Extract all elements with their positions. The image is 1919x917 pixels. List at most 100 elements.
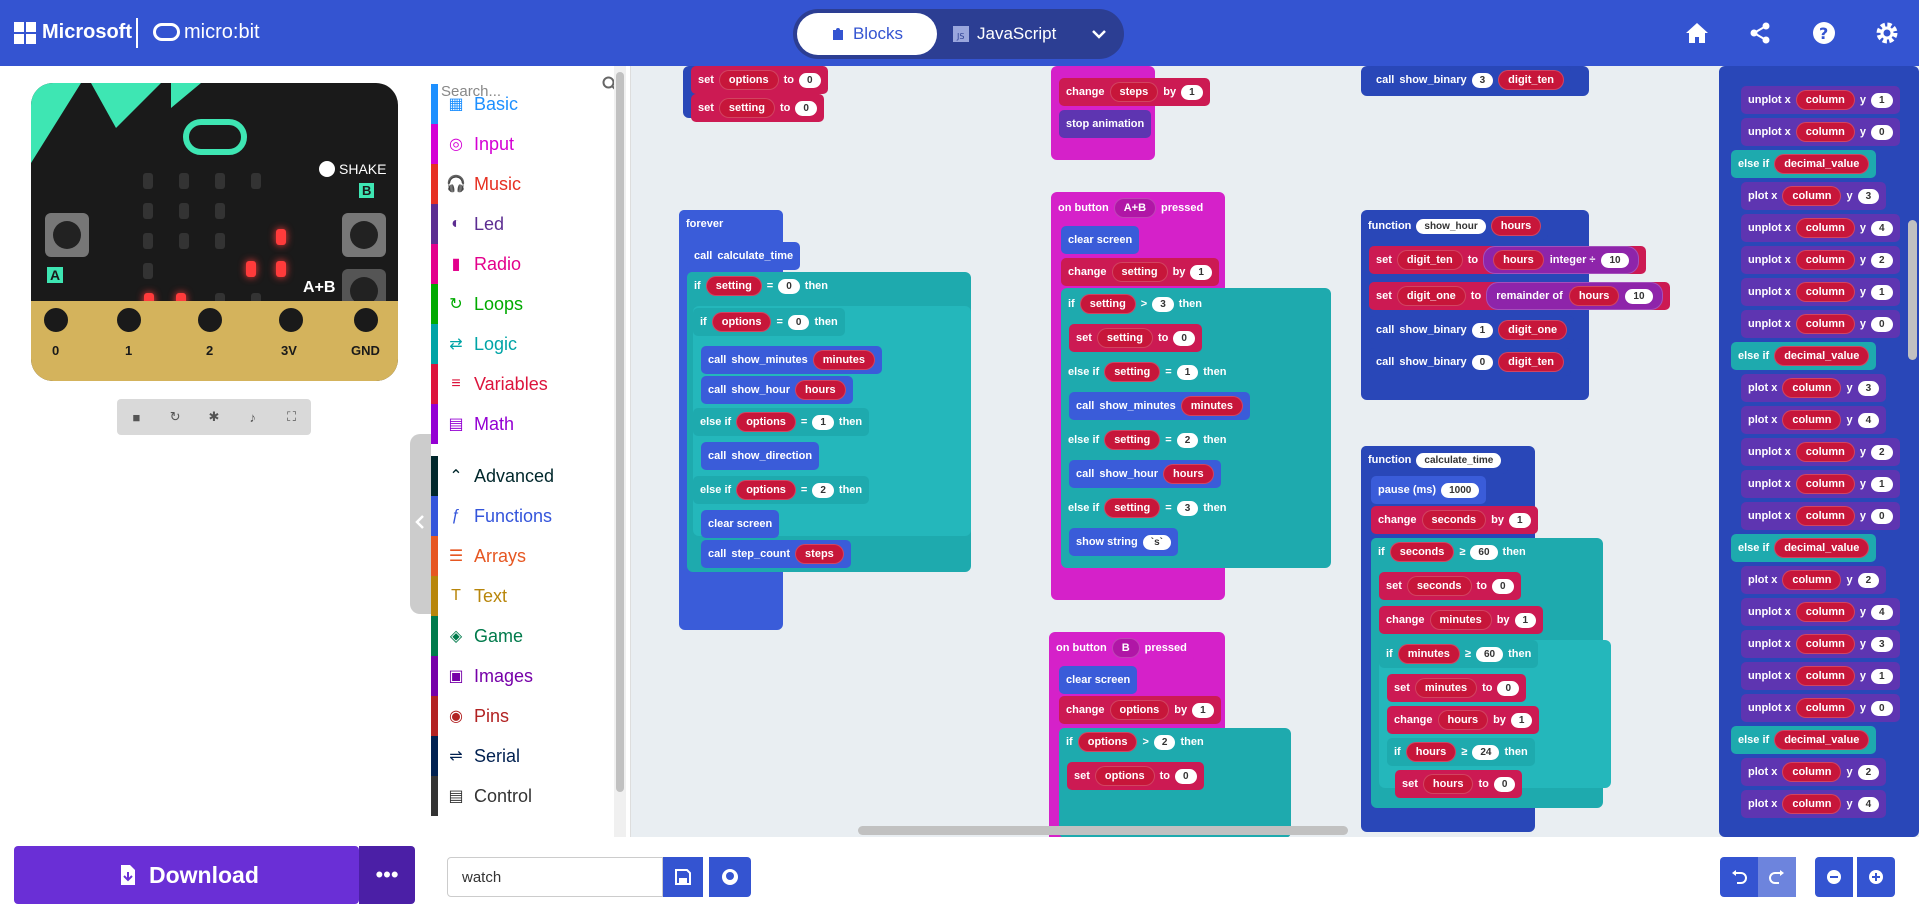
set-block[interactable]: set setting to 0 xyxy=(691,94,824,122)
change-block[interactable]: change options by 1 xyxy=(1059,696,1221,724)
call-block[interactable]: call show_minutes minutes xyxy=(1069,392,1250,420)
plot-block[interactable]: plot x column y 4 xyxy=(1741,406,1887,434)
shake-indicator-icon[interactable] xyxy=(319,161,335,177)
pin-3v[interactable] xyxy=(274,303,308,337)
unplot-block[interactable]: unplot x column y 4 xyxy=(1741,598,1900,626)
change-block[interactable]: change seconds by 1 xyxy=(1371,506,1538,534)
plot-block[interactable]: plot x column y 2 xyxy=(1741,758,1887,786)
toolbox-category-functions[interactable]: ƒ Functions xyxy=(431,496,613,536)
mute-icon[interactable]: ♪ xyxy=(249,409,257,425)
unplot-block[interactable]: unplot x column y 0 xyxy=(1741,694,1900,722)
unplot-block[interactable]: unplot x column y 2 xyxy=(1741,438,1900,466)
change-block[interactable]: change hours by 1 xyxy=(1387,706,1540,734)
zoom-in-icon[interactable] xyxy=(1857,857,1895,897)
tab-javascript[interactable]: JS JavaScript xyxy=(953,13,1073,55)
chevron-down-icon[interactable] xyxy=(1084,19,1114,49)
pause-block[interactable]: pause (ms) 1000 xyxy=(1371,476,1487,504)
fullscreen-icon[interactable]: ⛶ xyxy=(287,409,297,424)
toolbox-category-music[interactable]: 🎧 Music xyxy=(431,164,613,204)
unplot-block[interactable]: unplot x column y 0 xyxy=(1741,310,1900,338)
toolbox-category-serial[interactable]: ⇌ Serial xyxy=(431,736,613,776)
toolbox-category-input[interactable]: ◎ Input xyxy=(431,124,613,164)
plot-block[interactable]: plot x column y 2 xyxy=(1741,566,1887,594)
save-icon[interactable] xyxy=(663,857,703,897)
set-block[interactable]: set digit_ten to hours integer ÷ 10 xyxy=(1369,246,1646,274)
stop-animation-block[interactable]: stop animation xyxy=(1059,110,1152,138)
search-input[interactable]: Search... xyxy=(441,82,502,100)
change-block[interactable]: change minutes by 1 xyxy=(1379,606,1544,634)
call-block[interactable]: call show_direction xyxy=(701,442,820,470)
github-icon[interactable] xyxy=(709,857,751,897)
change-block[interactable]: change steps by 1 xyxy=(1059,78,1210,106)
unplot-block[interactable]: unplot x column y 3 xyxy=(1741,630,1900,658)
logo-touch-icon[interactable] xyxy=(183,119,247,155)
unplot-block[interactable]: unplot x column y 1 xyxy=(1741,86,1900,114)
clear-screen-block[interactable]: clear screen xyxy=(701,510,780,538)
microbit-board[interactable]: SHAKE A B A+B xyxy=(31,83,398,381)
unplot-block[interactable]: unplot x column y 0 xyxy=(1741,118,1900,146)
workspace-horizontal-scrollbar[interactable] xyxy=(858,826,1348,835)
pin-gnd[interactable] xyxy=(349,303,383,337)
toolbox-category-math[interactable]: ▤ Math xyxy=(431,404,613,444)
pin-0[interactable] xyxy=(39,303,73,337)
show-string-block[interactable]: show string `s` xyxy=(1069,528,1178,556)
blocks-workspace[interactable]: set options to 0 set setting to 0 forever call… xyxy=(631,66,1919,837)
unplot-block[interactable]: unplot x column y 1 xyxy=(1741,278,1900,306)
help-icon[interactable]: ? xyxy=(1807,16,1841,50)
set-block[interactable]: set setting to 0 xyxy=(1069,324,1202,352)
toolbox-category-advanced[interactable]: ⌃ Advanced xyxy=(431,456,613,496)
set-block[interactable]: set minutes to 0 xyxy=(1387,674,1527,702)
zoom-out-icon[interactable] xyxy=(1815,857,1853,897)
toolbox-category-images[interactable]: ▣ Images xyxy=(431,656,613,696)
pin-2[interactable] xyxy=(193,303,227,337)
plot-block[interactable]: plot x column y 4 xyxy=(1741,790,1887,818)
redo-icon[interactable] xyxy=(1758,857,1796,897)
set-block[interactable]: set options to 0 xyxy=(1067,762,1204,790)
collapse-simulator-button[interactable] xyxy=(410,434,432,614)
call-block[interactable]: call step_count steps xyxy=(701,540,851,568)
call-block[interactable]: call show_binary 3 digit_ten xyxy=(1369,66,1572,94)
button-a[interactable] xyxy=(45,213,89,257)
toolbox-category-text[interactable]: T Text xyxy=(431,576,613,616)
settings-icon[interactable] xyxy=(1870,16,1904,50)
project-name-input[interactable] xyxy=(447,857,663,897)
toolbox-category-basic[interactable]: ▦ Basic xyxy=(431,84,613,124)
toolbox-scrollbar[interactable] xyxy=(614,66,626,837)
download-button[interactable]: Download xyxy=(14,846,359,904)
unplot-block[interactable]: unplot x column y 2 xyxy=(1741,246,1900,274)
stop-icon[interactable]: ■ xyxy=(132,409,141,425)
toolbox-category-loops[interactable]: ↻ Loops xyxy=(431,284,613,324)
change-block[interactable]: change setting by 1 xyxy=(1061,258,1219,286)
set-block[interactable]: set seconds to 0 xyxy=(1379,572,1521,600)
plot-block[interactable]: plot x column y 3 xyxy=(1741,182,1887,210)
toolbox-category-game[interactable]: ◈ Game xyxy=(431,616,613,656)
unplot-block[interactable]: unplot x column y 4 xyxy=(1741,214,1900,242)
more-options-icon[interactable]: ••• xyxy=(359,846,415,904)
toolbox-category-radio[interactable]: ▮ Radio xyxy=(431,244,613,284)
unplot-block[interactable]: unplot x column y 0 xyxy=(1741,502,1900,530)
debug-icon[interactable]: ✱ xyxy=(208,409,220,424)
restart-icon[interactable]: ↻ xyxy=(169,409,181,424)
call-block[interactable]: call calculate_time xyxy=(687,242,801,270)
button-b[interactable] xyxy=(342,213,386,257)
unplot-block[interactable]: unplot x column y 1 xyxy=(1741,662,1900,690)
call-block[interactable]: call show_binary 1 digit_one xyxy=(1369,316,1575,344)
set-block[interactable]: set hours to 0 xyxy=(1395,770,1523,798)
toolbox-category-logic[interactable]: ⇄ Logic xyxy=(431,324,613,364)
toolbox-scrollbar-thumb[interactable] xyxy=(616,72,624,792)
call-block[interactable]: call show_minutes minutes xyxy=(701,346,882,374)
brand-microbit[interactable]: micro:bit xyxy=(184,21,260,43)
toolbox-category-variables[interactable]: ≡ Variables xyxy=(431,364,613,404)
call-block[interactable]: call show_binary 0 digit_ten xyxy=(1369,348,1572,376)
toolbox-category-led[interactable]: ◐ Led xyxy=(431,204,613,244)
undo-icon[interactable] xyxy=(1720,857,1758,897)
clear-screen-block[interactable]: clear screen xyxy=(1059,666,1138,694)
toolbox-category-arrays[interactable]: ☰ Arrays xyxy=(431,536,613,576)
unplot-block[interactable]: unplot x column y 1 xyxy=(1741,470,1900,498)
call-block[interactable]: call show_hour hours xyxy=(1069,460,1221,488)
set-block[interactable]: set digit_one to remainder of hours 10 xyxy=(1369,282,1670,310)
set-block[interactable]: set options to 0 xyxy=(691,66,828,94)
share-icon[interactable] xyxy=(1743,16,1777,50)
toolbox-category-control[interactable]: ▤ Control xyxy=(431,776,613,816)
call-block[interactable]: call show_hour hours xyxy=(701,376,853,404)
